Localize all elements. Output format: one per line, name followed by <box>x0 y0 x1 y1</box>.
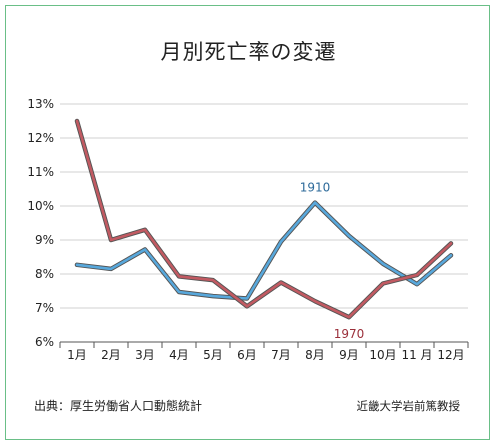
y-tick-label: 12% <box>27 131 54 145</box>
y-tick-label: 9% <box>35 233 54 247</box>
x-tick-label: 1月 <box>67 348 87 362</box>
credit-note: 近畿大学岩前篤教授 <box>356 399 461 413</box>
x-tick-label: 3月 <box>135 348 155 362</box>
x-tick-label: 4月 <box>169 348 189 362</box>
chart-title: 月別死亡率の変遷 <box>160 40 337 64</box>
series-line-1910 <box>75 201 453 300</box>
x-tick-label: 5月 <box>203 348 223 362</box>
y-tick-label: 6% <box>35 335 54 349</box>
x-tick-label: 10月 <box>369 348 396 362</box>
chart-frame <box>5 5 490 440</box>
series-line-1970 <box>75 119 453 319</box>
y-tick-label: 10% <box>27 199 54 213</box>
x-tick-label: 9月 <box>339 348 359 362</box>
y-tick-label: 13% <box>27 97 54 111</box>
series-line-outline <box>74 200 454 301</box>
x-tick-label: 11 月 <box>401 348 432 362</box>
y-tick-label: 11% <box>27 165 54 179</box>
y-tick-label: 7% <box>35 301 54 315</box>
x-tick-label: 2月 <box>101 348 121 362</box>
x-tick-label: 12月 <box>437 348 464 362</box>
x-tick-label: 7月 <box>271 348 291 362</box>
x-tick-label: 8月 <box>305 348 325 362</box>
series-label-1910: 1910 <box>300 181 331 195</box>
source-note: 出典：厚生労働省人口動態統計 <box>34 399 203 413</box>
series-label-1970: 1970 <box>334 327 365 341</box>
x-tick-label: 6月 <box>237 348 257 362</box>
series-line-outline <box>74 118 454 320</box>
y-tick-label: 8% <box>35 267 54 281</box>
